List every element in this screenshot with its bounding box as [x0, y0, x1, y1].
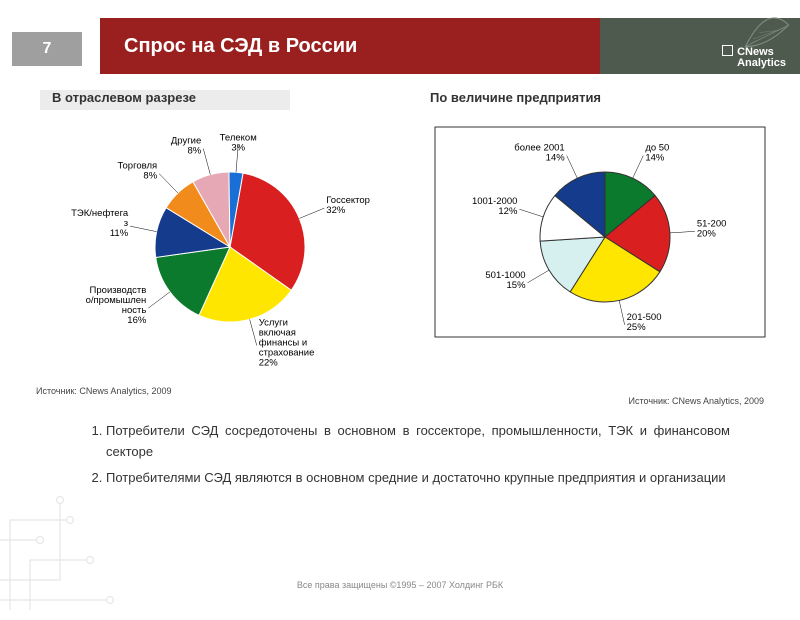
pie-slice-label: ТЭК/нефтегаз11%	[71, 208, 129, 239]
subtitle-left: В отраслевом разрезе	[52, 90, 196, 105]
footer-copyright: Все права защищены ©1995 – 2007 Холдинг …	[0, 580, 800, 590]
footnote-list: Потребители СЭД сосредоточены в основном…	[80, 420, 730, 488]
header-red-bar: Спрос на СЭД в России	[100, 18, 600, 74]
pie-slice-label: Производство/промышленность16%	[86, 285, 147, 326]
pie-slice-label: 51-20020%	[697, 218, 727, 239]
subtitle-right: По величине предприятия	[430, 90, 601, 105]
page-number-box: 7	[12, 32, 82, 66]
page-number: 7	[43, 40, 52, 58]
pie-slice-label: Услугивключаяфинансы истрахование22%	[259, 317, 315, 368]
pie-slice-label: Телеком3%	[220, 132, 257, 153]
brand-line-1: CNews	[737, 46, 774, 58]
pie-slice-label: 201-50025%	[627, 312, 662, 333]
footnote-item: Потребители СЭД сосредоточены в основном…	[106, 420, 730, 463]
header-right-panel: CNews Analytics	[600, 18, 800, 74]
pie-slice-label: 1001-200012%	[472, 196, 518, 217]
pie-slice-label: Торговля8%	[117, 161, 157, 182]
pie-slice-label: Другие8%	[171, 136, 202, 157]
pie-chart-sector: Госсектор32% Услугивключаяфинансы истрахо…	[30, 112, 410, 372]
pie-slice-label: Госсектор32%	[326, 195, 370, 216]
header-band: Спрос на СЭД в России 7 CNews Analytics	[0, 18, 800, 74]
chart-area: Госсектор32% Услугивключаяфинансы истрахо…	[0, 112, 800, 382]
footnote-item: Потребителями СЭД являются в основном ср…	[106, 467, 730, 488]
page-title: Спрос на СЭД в России	[124, 35, 357, 58]
pie-slice-label: более 200114%	[514, 143, 565, 164]
pie-chart-size: до 5014% 51-20020% 201-50025% 501-100015% 10…	[430, 122, 770, 342]
source-right: Источник: CNews Analytics, 2009	[629, 396, 764, 406]
brand-logo-icon	[722, 45, 733, 56]
brand-line-2: Analytics	[737, 57, 786, 69]
pie-slice-label: до 5014%	[645, 143, 669, 164]
footnotes: Потребители СЭД сосредоточены в основном…	[80, 420, 730, 492]
brand-logo: CNews Analytics	[722, 44, 786, 70]
source-left: Источник: CNews Analytics, 2009	[36, 386, 171, 396]
subtitles-row: В отраслевом разрезе По величине предпри…	[0, 90, 800, 114]
pie-slice-label: 501-100015%	[485, 270, 526, 291]
